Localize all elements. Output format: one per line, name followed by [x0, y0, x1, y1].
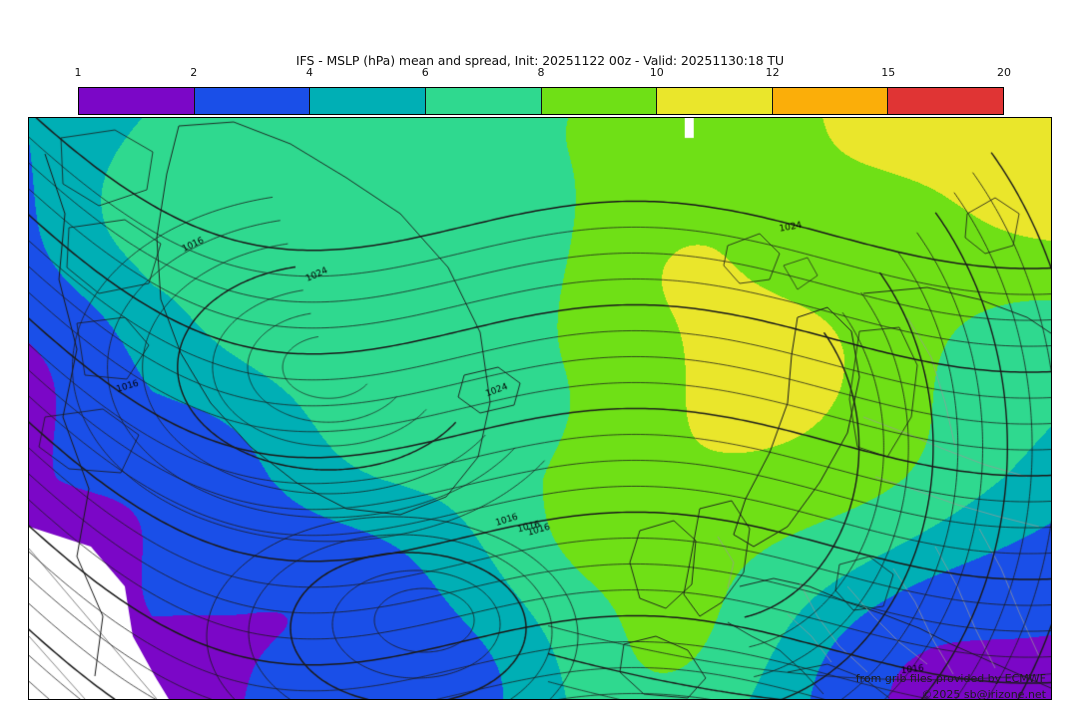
colorbar-tick-6: 6 — [421, 66, 429, 79]
colorbar-segment-green — [540, 88, 657, 114]
colorbar — [78, 87, 1004, 115]
colorbar-tick-2: 2 — [190, 66, 198, 79]
colorbar-tick-8: 8 — [537, 66, 545, 79]
colorbar-tick-10: 10 — [649, 66, 664, 79]
colorbar-tick-15: 15 — [881, 66, 896, 79]
colorbar-segment-blue — [193, 88, 310, 114]
page-title: IFS - MSLP (hPa) mean and spread, Init: … — [296, 53, 784, 68]
colorbar-segment-teal — [309, 88, 425, 114]
map-panel[interactable] — [28, 117, 1052, 700]
colorbar-tick-labels: 1 2 4 6 8 10 12 15 20 — [74, 66, 1012, 82]
colorbar-segment-yellow — [656, 88, 772, 114]
colorbar-segment-orange — [771, 88, 888, 114]
colorbar-segment-spring-green — [424, 88, 541, 114]
colorbar-tick-1: 1 — [74, 66, 82, 79]
colorbar-swatches — [78, 87, 1004, 115]
colorbar-tick-4: 4 — [306, 66, 313, 79]
mslp-spread-map[interactable] — [29, 118, 1051, 699]
colorbar-tick-12: 12 — [765, 66, 780, 79]
colorbar-segment-purple — [79, 88, 194, 114]
colorbar-tick-20: 20 — [997, 66, 1011, 79]
colorbar-segment-red — [887, 88, 1003, 114]
